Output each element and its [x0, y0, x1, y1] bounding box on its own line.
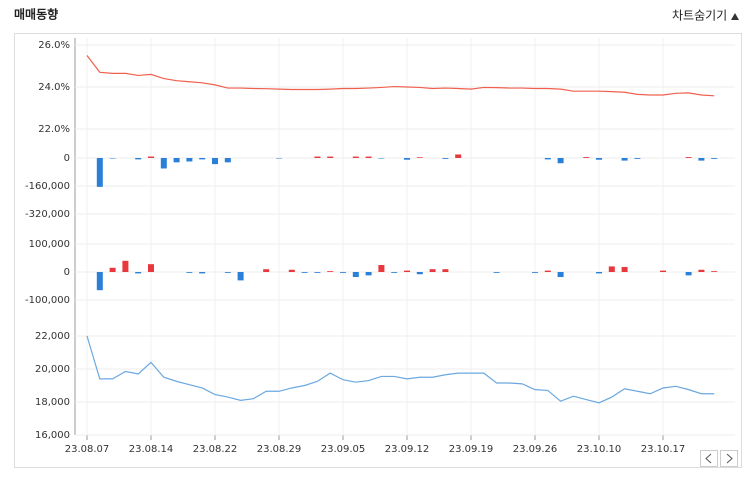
bar [109, 157, 116, 159]
bar [135, 157, 142, 160]
bar [160, 157, 167, 169]
bar [621, 157, 628, 161]
bar [634, 157, 641, 159]
section-title: 매매동향 [14, 7, 58, 22]
bar [583, 157, 590, 158]
bar [378, 265, 385, 272]
bar [378, 157, 385, 159]
bar [96, 272, 103, 291]
bar [109, 267, 116, 272]
bar [608, 266, 615, 272]
bar [199, 272, 206, 274]
bar [685, 157, 692, 158]
bar [365, 156, 372, 158]
bar [327, 156, 334, 158]
x-tick-label: 23.09.19 [449, 444, 494, 455]
y-tick-label: 22.0% [38, 124, 70, 135]
y-tick-label: 20,000 [35, 364, 70, 375]
bar [557, 157, 564, 164]
y-tick-label: -100,000 [25, 295, 70, 306]
y-tick-label: 22,000 [35, 331, 70, 342]
bar [596, 157, 602, 160]
toggle-button[interactable]: 차트숨기기 [672, 9, 727, 23]
y-tick-label: 26.0% [38, 40, 70, 51]
prev-icon[interactable] [705, 453, 712, 464]
bar [685, 272, 692, 276]
bar [237, 272, 244, 281]
bar [404, 270, 410, 272]
chart-frame [14, 33, 742, 468]
bar [404, 157, 410, 160]
bar [96, 157, 103, 187]
bar [532, 272, 538, 273]
bar [544, 157, 551, 160]
bar [135, 272, 142, 274]
bar [288, 269, 295, 272]
bar [442, 269, 449, 272]
x-tick-label: 23.10.17 [641, 444, 686, 455]
bar [122, 260, 129, 272]
bar [212, 157, 218, 165]
y-tick-label: -160,000 [25, 181, 70, 192]
bar [276, 157, 282, 159]
next-icon[interactable] [726, 453, 733, 464]
x-tick-label: 23.10.10 [577, 444, 622, 455]
bar [327, 271, 334, 272]
bar [660, 270, 666, 272]
bar [698, 269, 705, 272]
bar [596, 272, 602, 274]
bar [391, 272, 398, 273]
bar [314, 156, 321, 158]
bar [186, 157, 193, 162]
bar [186, 272, 193, 273]
y-tick-label: 0 [64, 153, 70, 164]
bar [442, 157, 449, 159]
bar [455, 154, 462, 158]
y-tick-label: 18,000 [35, 397, 70, 408]
bar [148, 156, 154, 158]
bar [416, 157, 423, 158]
bar [301, 272, 308, 273]
x-tick-label: 23.09.12 [385, 444, 430, 455]
bar [698, 157, 705, 161]
bar [224, 272, 231, 273]
bar [199, 157, 206, 160]
x-tick-label: 23.08.29 [257, 444, 302, 455]
x-tick-label: 23.08.22 [193, 444, 238, 455]
next-button[interactable] [720, 450, 738, 467]
y-tick-label: 100,000 [29, 239, 70, 250]
bar [711, 157, 718, 159]
toggle-icon[interactable] [731, 13, 739, 20]
line [86, 335, 715, 404]
bar [544, 270, 551, 272]
y-tick-label: 16,000 [35, 430, 70, 441]
bar [263, 269, 270, 272]
bar [711, 271, 718, 272]
bar [429, 269, 436, 272]
bar [314, 272, 321, 273]
bar [493, 272, 500, 273]
bar [148, 264, 154, 272]
x-tick-label: 23.09.26 [513, 444, 558, 455]
bar [416, 272, 423, 275]
bar [621, 266, 628, 272]
y-tick-label: 24.0% [38, 82, 70, 93]
bar [352, 272, 359, 278]
bar [557, 272, 564, 278]
y-tick-label: -320,000 [25, 209, 70, 220]
bar [365, 272, 372, 276]
prev-button[interactable] [700, 450, 718, 467]
bar [224, 157, 231, 163]
x-tick-label: 23.09.05 [321, 444, 366, 455]
bar [352, 156, 359, 158]
x-tick-label: 23.08.14 [129, 444, 174, 455]
x-tick-label: 23.08.07 [65, 444, 110, 455]
bar [340, 272, 346, 273]
bar [173, 157, 180, 163]
y-tick-label: 0 [64, 267, 70, 278]
line [86, 55, 715, 97]
